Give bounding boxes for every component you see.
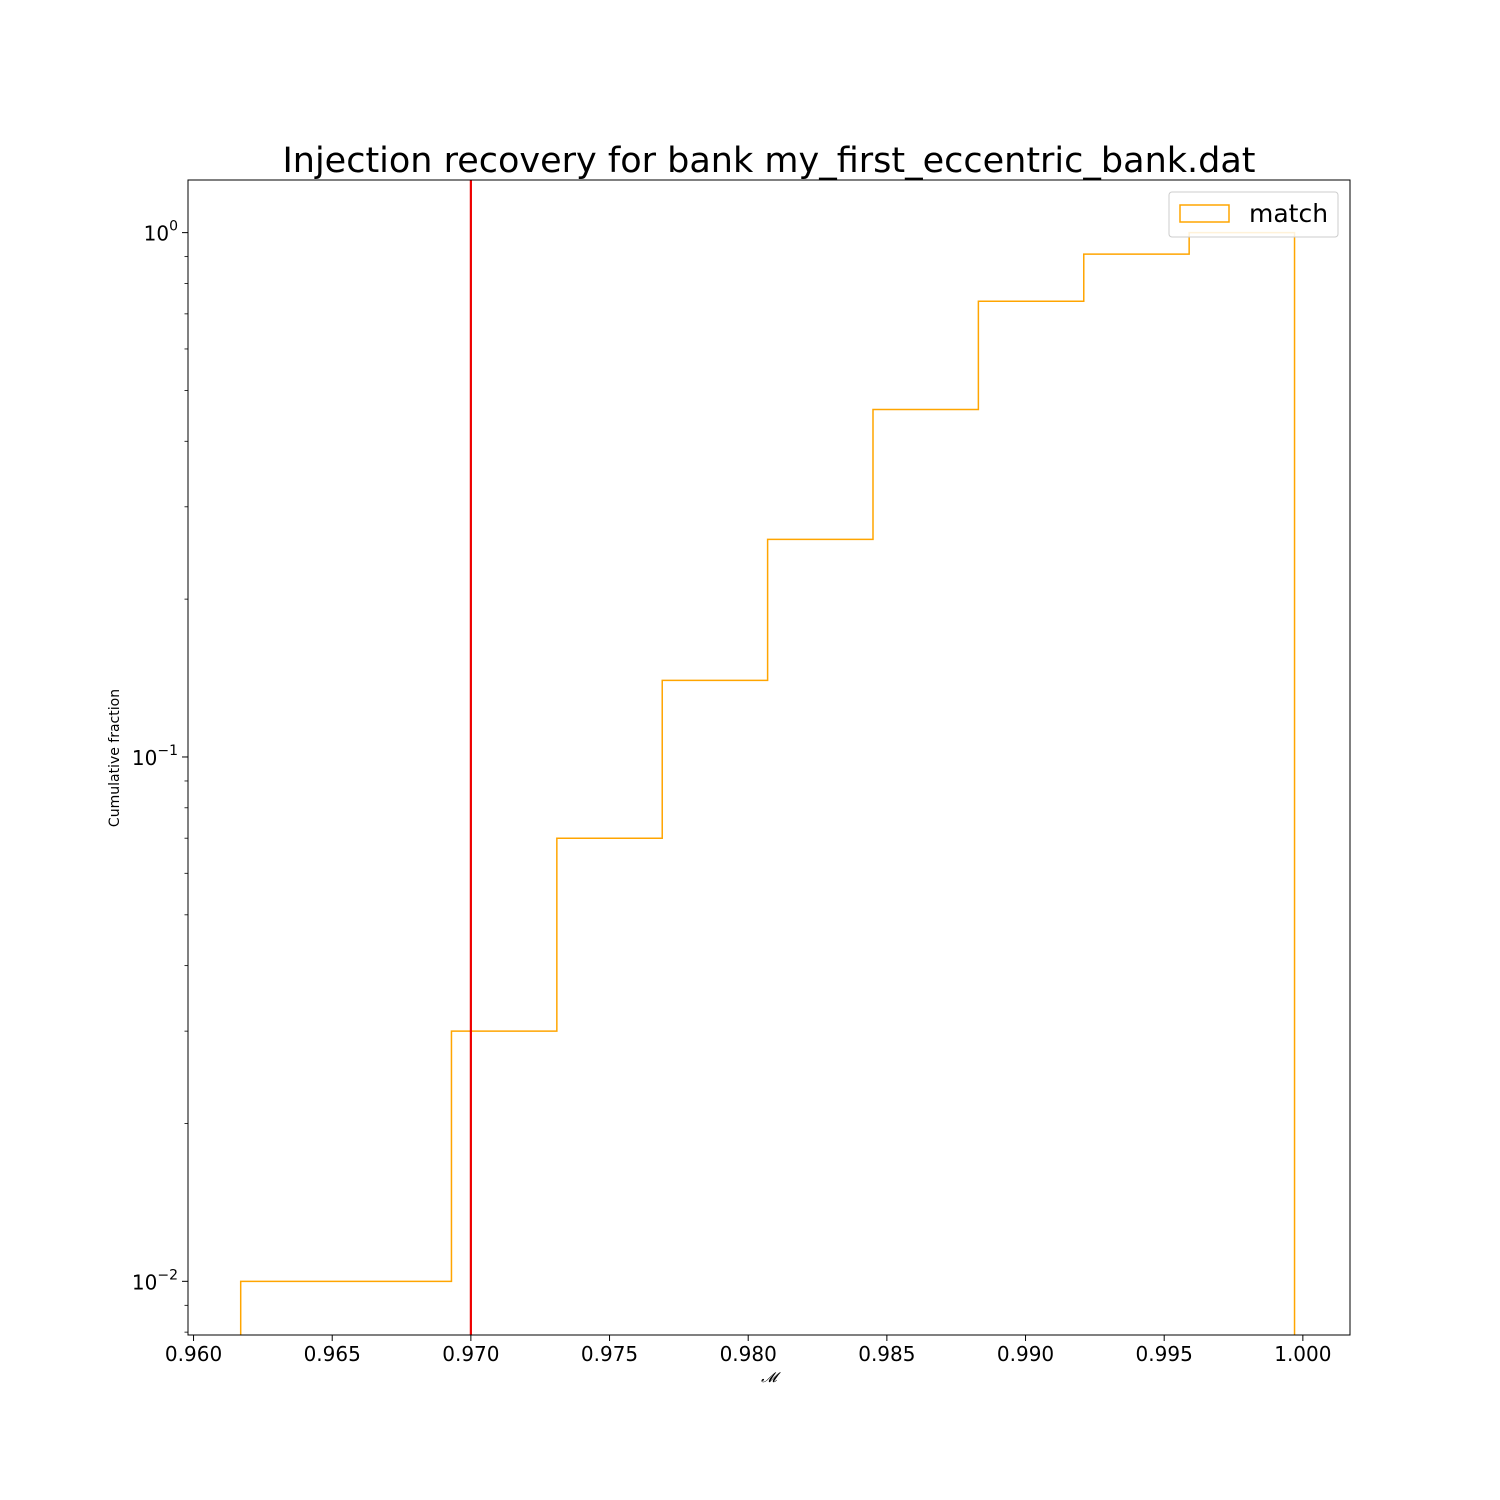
plot-area xyxy=(187,179,1351,1336)
legend-swatch-match xyxy=(1179,204,1230,223)
x-tick-label: 0.975 xyxy=(581,1342,638,1366)
x-tick-label: 0.990 xyxy=(997,1342,1054,1366)
legend-label-match: match xyxy=(1249,199,1328,228)
y-tick-label: 10−1 xyxy=(132,743,178,770)
y-axis-label: Cumulative fraction xyxy=(107,689,123,827)
x-axis-label: 𝓜 xyxy=(761,1370,781,1386)
y-axis: 10−2 10−1 100 xyxy=(132,219,188,1333)
x-tick-label: 0.995 xyxy=(1136,1342,1193,1366)
x-tick-label: 0.965 xyxy=(304,1342,361,1366)
chart-title: Injection recovery for bank my_first_ecc… xyxy=(282,141,1255,181)
histogram-step-match xyxy=(239,231,1296,1335)
x-tick-label: 0.960 xyxy=(165,1342,222,1366)
x-tick-label: 0.980 xyxy=(720,1342,777,1366)
x-axis: 0.960 0.965 0.970 0.975 0.980 0.985 0.990 0.995… xyxy=(165,1335,1331,1366)
axes-frame xyxy=(187,179,1351,1336)
legend-frame xyxy=(1168,191,1339,238)
y-tick-label: 10−2 xyxy=(132,1267,178,1294)
x-tick-label: 1.000 xyxy=(1274,1342,1331,1366)
legend: match xyxy=(1168,191,1339,238)
y-tick-label: 100 xyxy=(144,219,178,246)
x-tick-label: 0.985 xyxy=(858,1342,915,1366)
x-tick-label: 0.970 xyxy=(442,1342,499,1366)
